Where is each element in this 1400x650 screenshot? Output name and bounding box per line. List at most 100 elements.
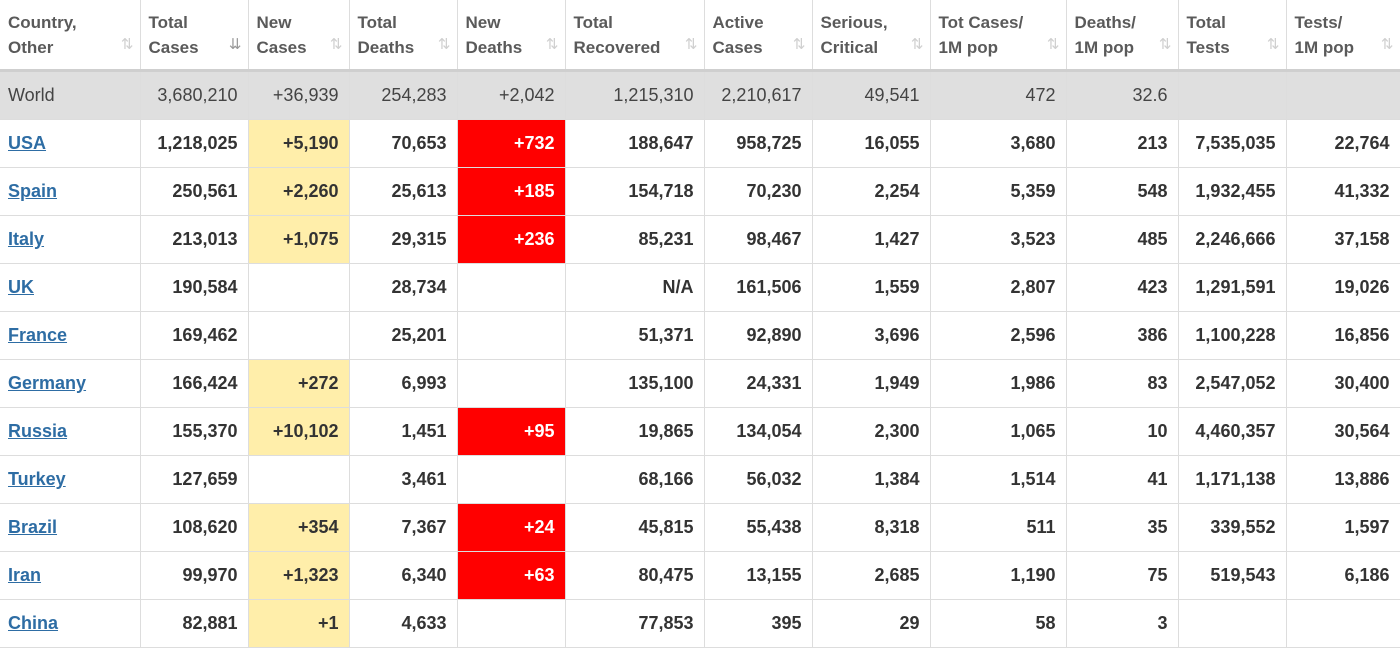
cell-new-deaths: +732 <box>457 119 566 168</box>
cell-tests-per-1m <box>1286 70 1400 120</box>
table-row: Spain 250,561 +2,260 25,613 +185 154,718 70,23… <box>0 167 1400 216</box>
column-header-tests-per-1m[interactable]: Tests/1M pop ⇅ <box>1286 0 1400 72</box>
cell-serious-critical: 1,949 <box>812 359 931 408</box>
cell-active-cases: 2,210,617 <box>704 70 813 120</box>
cell-total-deaths: 254,283 <box>349 70 458 120</box>
cell-serious-critical: 16,055 <box>812 119 931 168</box>
header-label-line1: Tot Cases/ <box>938 12 1024 32</box>
sort-arrows-icon[interactable]: ⇅ <box>329 36 342 53</box>
column-header-total-cases[interactable]: Total Cases ⇊ <box>140 0 249 72</box>
sort-arrows-icon[interactable]: ⇅ <box>545 36 558 53</box>
cell-new-cases: +2,260 <box>248 167 350 216</box>
cell-total-cases: 99,970 <box>140 551 249 600</box>
cell-total-cases: 155,370 <box>140 407 249 456</box>
header-label-line2: Deaths <box>465 37 523 57</box>
cell-deaths-per-1m: 10 <box>1066 407 1179 456</box>
sort-arrows-icon[interactable]: ⇅ <box>1380 36 1393 53</box>
cell-active-cases: 92,890 <box>704 311 813 360</box>
column-header-total-deaths[interactable]: Total Deaths ⇅ <box>349 0 458 72</box>
country-link[interactable]: Italy <box>8 229 45 249</box>
column-header-deaths-per-1m[interactable]: Deaths/1M pop ⇅ <box>1066 0 1179 72</box>
cell-tot-cases-per-1m: 3,523 <box>930 215 1067 264</box>
cell-total-recovered: 68,166 <box>565 455 705 504</box>
sort-arrows-icon[interactable]: ⇅ <box>1266 36 1279 53</box>
cell-new-cases: +1,075 <box>248 215 350 264</box>
cell-country: France <box>0 311 141 360</box>
column-header-total-tests[interactable]: Total Tests ⇅ <box>1178 0 1287 72</box>
cell-total-recovered: 135,100 <box>565 359 705 408</box>
cell-active-cases: 98,467 <box>704 215 813 264</box>
cell-new-deaths <box>457 599 566 648</box>
cell-total-recovered: 188,647 <box>565 119 705 168</box>
country-link[interactable]: Spain <box>8 181 58 201</box>
cell-total-deaths: 7,367 <box>349 503 458 552</box>
cell-tot-cases-per-1m: 58 <box>930 599 1067 648</box>
cell-total-recovered: 51,371 <box>565 311 705 360</box>
cell-new-deaths: +63 <box>457 551 566 600</box>
column-header-tot-cases-per-1m[interactable]: Tot Cases/1M pop ⇅ <box>930 0 1067 72</box>
table-row: Germany 166,424 +272 6,993 135,100 24,331 1,94… <box>0 359 1400 408</box>
sort-arrows-icon[interactable]: ⇅ <box>1046 36 1059 53</box>
cell-deaths-per-1m: 3 <box>1066 599 1179 648</box>
column-header-new-cases[interactable]: New Cases ⇅ <box>248 0 350 72</box>
cell-serious-critical: 49,541 <box>812 70 931 120</box>
country-link[interactable]: France <box>8 325 68 345</box>
cell-tests-per-1m: 19,026 <box>1286 263 1400 312</box>
column-header-serious-critical[interactable]: Serious, Critical ⇅ <box>812 0 931 72</box>
country-link[interactable]: UK <box>8 277 34 297</box>
cell-total-tests: 1,291,591 <box>1178 263 1287 312</box>
header-label-line2: Cases <box>148 37 199 57</box>
cell-total-cases: 1,218,025 <box>140 119 249 168</box>
cell-deaths-per-1m: 32.6 <box>1066 70 1179 120</box>
cell-tot-cases-per-1m: 1,986 <box>930 359 1067 408</box>
column-header-total-recovered[interactable]: Total Recovered ⇅ <box>565 0 705 72</box>
header-label-line2: Recovered <box>573 37 661 57</box>
table-row: Iran 99,970 +1,323 6,340 +63 80,475 13,155 2,68… <box>0 551 1400 600</box>
sort-arrows-icon[interactable]: ⇅ <box>792 36 805 53</box>
header-label-line1: Active <box>712 12 764 32</box>
table-row: Turkey 127,659 3,461 68,166 56,032 1,384 1,514… <box>0 455 1400 504</box>
cell-total-tests: 2,547,052 <box>1178 359 1287 408</box>
country-link[interactable]: Russia <box>8 421 68 441</box>
cell-new-cases <box>248 263 350 312</box>
cell-new-deaths <box>457 263 566 312</box>
sort-arrows-icon[interactable]: ⇅ <box>684 36 697 53</box>
cell-total-cases: 250,561 <box>140 167 249 216</box>
header-label-line1: New <box>465 12 501 32</box>
country-link[interactable]: Germany <box>8 373 87 393</box>
world-total-row: World 3,680,210 +36,939 254,283 +2,042 1,215,… <box>0 70 1400 120</box>
cell-total-deaths: 25,613 <box>349 167 458 216</box>
cell-serious-critical: 2,300 <box>812 407 931 456</box>
header-label-line2: Cases <box>256 37 307 57</box>
cell-total-deaths: 28,734 <box>349 263 458 312</box>
header-label-line2: Deaths <box>357 37 415 57</box>
cell-active-cases: 161,506 <box>704 263 813 312</box>
cell-total-deaths: 25,201 <box>349 311 458 360</box>
cell-total-recovered: N/A <box>565 263 705 312</box>
country-link[interactable]: USA <box>8 133 47 153</box>
table-row: China 82,881 +1 4,633 77,853 395 29 58 3 <box>0 599 1400 648</box>
sort-arrows-icon[interactable]: ⇅ <box>120 36 133 53</box>
column-header-new-deaths[interactable]: New Deaths ⇅ <box>457 0 566 72</box>
cell-tot-cases-per-1m: 3,680 <box>930 119 1067 168</box>
country-link[interactable]: Turkey <box>8 469 66 489</box>
sort-arrows-icon[interactable]: ⇊ <box>228 36 241 53</box>
cell-new-cases: +354 <box>248 503 350 552</box>
country-link[interactable]: Iran <box>8 565 42 585</box>
column-header-country[interactable]: Country, Other ⇅ <box>0 0 141 72</box>
cell-tests-per-1m: 16,856 <box>1286 311 1400 360</box>
header-row: Country, Other ⇅ Total Cases ⇊ New Cases ⇅ Total D… <box>0 0 1400 72</box>
cell-total-cases: 166,424 <box>140 359 249 408</box>
sort-arrows-icon[interactable]: ⇅ <box>437 36 450 53</box>
cell-tot-cases-per-1m: 2,807 <box>930 263 1067 312</box>
country-link[interactable]: China <box>8 613 59 633</box>
column-header-active-cases[interactable]: Active Cases ⇅ <box>704 0 813 72</box>
cell-tests-per-1m: 30,564 <box>1286 407 1400 456</box>
cell-total-deaths: 6,340 <box>349 551 458 600</box>
sort-arrows-icon[interactable]: ⇅ <box>1158 36 1171 53</box>
cell-total-tests: 4,460,357 <box>1178 407 1287 456</box>
cell-tests-per-1m: 30,400 <box>1286 359 1400 408</box>
cell-active-cases: 958,725 <box>704 119 813 168</box>
country-link[interactable]: Brazil <box>8 517 58 537</box>
sort-arrows-icon[interactable]: ⇅ <box>910 36 923 53</box>
